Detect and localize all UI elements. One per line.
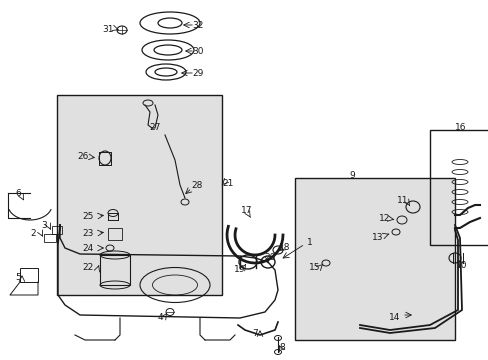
Text: 8: 8 [279,343,285,352]
Text: 2: 2 [30,229,36,238]
Bar [429,130,488,245]
Text: 5: 5 [15,273,21,282]
Text: 32: 32 [192,21,203,30]
Text: 1: 1 [306,238,312,247]
Text: 4: 4 [157,314,163,323]
Text: 23: 23 [82,229,94,238]
Text: 15: 15 [308,264,320,273]
Text: 10: 10 [455,261,467,270]
Text: 30: 30 [192,46,203,55]
Bar [44,234,56,242]
Text: 19: 19 [234,266,245,274]
Bar [108,228,122,240]
Text: 9: 9 [348,171,354,180]
Bar [52,226,62,234]
Text: 20: 20 [264,252,275,261]
Bar [57,95,222,295]
Text: 17: 17 [241,206,252,215]
Text: 25: 25 [82,212,94,220]
Text: 22: 22 [82,264,93,273]
Text: 27: 27 [149,122,161,131]
Text: 11: 11 [396,195,408,204]
Text: 29: 29 [192,68,203,77]
Bar [20,268,38,282]
Text: 28: 28 [191,180,202,189]
Text: 24: 24 [82,243,93,252]
Bar [294,178,454,340]
Text: 18: 18 [279,243,290,252]
Bar [100,255,130,285]
Text: 21: 21 [222,179,233,188]
Text: 12: 12 [379,213,390,222]
Text: 6: 6 [15,189,21,198]
Text: 31: 31 [102,24,114,33]
Text: 7: 7 [252,329,257,338]
Text: 14: 14 [388,312,400,321]
Text: 16: 16 [454,122,466,131]
Text: 3: 3 [41,220,47,230]
Text: 13: 13 [371,233,383,242]
Text: 26: 26 [77,152,88,161]
